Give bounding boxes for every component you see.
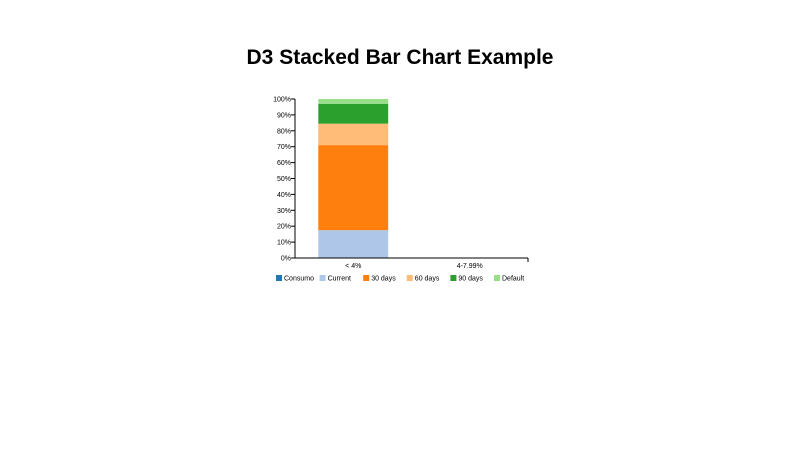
legend-swatch-30-days [363,275,370,281]
y-tick-label: 90% [277,112,291,119]
legend-swatch-90-days [450,275,457,281]
y-tick-label: 50% [277,176,291,183]
y-tick-label: 0% [281,256,291,263]
y-tick-label: 80% [277,128,291,135]
y-tick-label: 40% [277,192,291,199]
bar-segment-90-days-0 [318,103,389,124]
bar-segment-60-days-0 [318,123,389,146]
legend-swatch-default [494,275,500,281]
y-tick-label: 30% [277,208,291,215]
y-tick-label: 70% [277,144,291,151]
legend-swatch-60-days [406,275,413,281]
x-tick-label: 4-7.99% [457,263,483,270]
y-axis: 0% 10% 20% 30% 40% 50% 60% 70% 80% 90% 100% [273,97,296,263]
legend-swatch-current [319,275,326,281]
x-tick-label: < 4% [345,263,361,270]
legend-label-90-days: 90 days [458,276,483,283]
bar-segment-default-0 [318,99,389,104]
page-title: D3 Stacked Bar Chart Example [246,46,554,69]
y-tick-label: 100% [273,97,291,104]
y-tick-label: 10% [277,240,291,247]
legend-label-current: Current [328,276,351,283]
y-tick-label: 60% [277,160,291,167]
bar-segment-current-0 [318,230,389,258]
x-axis: < 4% 4-7.99% [295,257,529,270]
legend-swatch-consumo [276,275,282,281]
legend: Consumo Current 30 days 60 days 90 days Defau… [276,275,524,283]
bars-group [318,99,389,258]
legend-label-60-days: 60 days [415,276,440,283]
legend-label-consumo: Consumo [284,276,314,283]
legend-label-default: Default [502,276,524,283]
bar-segment-30-days-0 [318,145,389,231]
y-tick-label: 20% [277,224,291,231]
legend-label-30-days: 30 days [371,276,396,283]
